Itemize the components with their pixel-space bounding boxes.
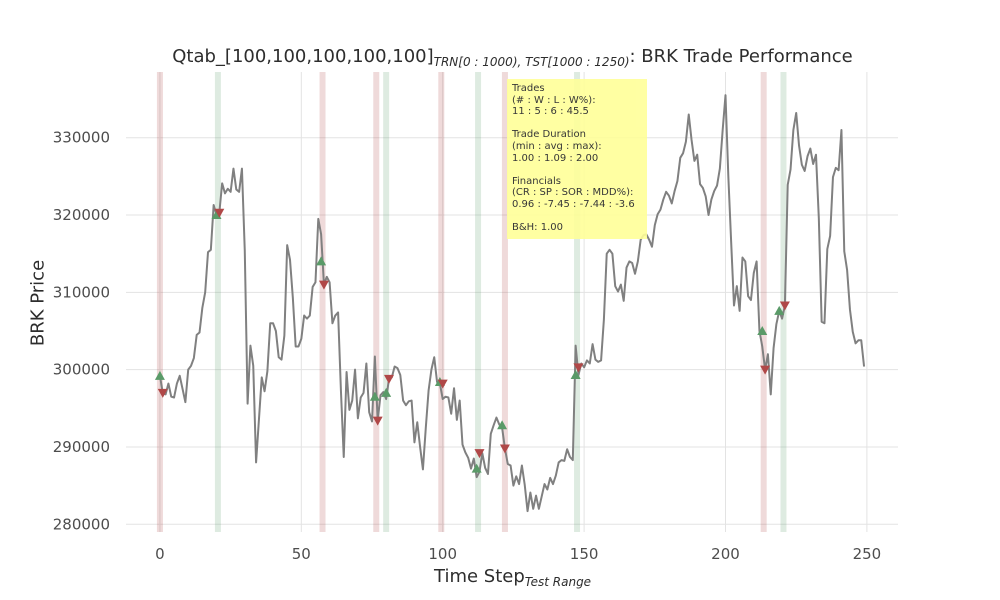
buy-band [383, 72, 390, 532]
buy-marker [757, 325, 768, 335]
x-tick-label: 250 [853, 545, 882, 563]
sell-marker [318, 280, 329, 290]
sell-marker [474, 449, 485, 459]
title-suffix: : BRK Trade Performance [629, 46, 853, 67]
buy-band [214, 72, 221, 532]
x-axis-label-sub: Test Range [524, 575, 592, 589]
sell-band [319, 72, 326, 532]
x-axis-label-main: Time Step [434, 566, 525, 587]
x-tick-label: 150 [570, 545, 599, 563]
sell-marker [437, 379, 448, 389]
price-line [158, 94, 866, 513]
series-line [158, 94, 866, 513]
buy-marker [154, 370, 165, 380]
sell-marker [779, 301, 790, 311]
sell-marker [760, 365, 771, 375]
sell-band [373, 72, 380, 532]
x-tick-label: 100 [428, 545, 457, 563]
info-line: B&H: 1.00 [512, 222, 563, 234]
sell-marker [214, 208, 225, 218]
buy-marker [381, 387, 392, 397]
y-tick-label: 310000 [53, 283, 110, 301]
y-tick-label: 330000 [53, 129, 110, 147]
x-tick-label: 200 [711, 545, 740, 563]
title-subscript: TRN[0 : 1000), TST[1000 : 1250) [433, 55, 630, 69]
sell-band [760, 72, 767, 532]
y-tick-label: 280000 [53, 515, 110, 533]
buy-marker [369, 391, 380, 401]
trade-markers [154, 208, 790, 473]
axis-ticks: 0 50 100 150 200 250 280000 290000 300000 310000 3… [53, 129, 881, 563]
sell-marker [573, 363, 584, 373]
info-line [512, 211, 642, 223]
y-axis-label: BRK Price [27, 259, 49, 347]
trade-summary-box: Trades (# : W : L : W%): 11 : 5 : 6 : 45.5… [507, 79, 647, 239]
buy-band [574, 72, 581, 532]
sell-marker [372, 416, 383, 426]
y-tick-label: 320000 [53, 206, 110, 224]
sell-band [156, 72, 163, 532]
info-line: Trade Duration [512, 129, 586, 141]
y-tick-label: 290000 [53, 438, 110, 456]
x-axis-label: Time StepTest Range [434, 566, 591, 589]
sell-marker [383, 374, 394, 384]
sell-marker [499, 444, 510, 454]
info-line: 1.00 : 1.09 : 2.00 [512, 152, 599, 164]
info-line: 11 : 5 : 6 : 45.5 [512, 106, 589, 118]
sell-band [438, 72, 445, 532]
info-line: (CR : SP : SOR : MDD%): [512, 187, 634, 199]
buy-marker [497, 420, 508, 430]
chart-title: Qtab_[100,100,100,100,100]TRN[0 : 1000),… [0, 46, 1000, 69]
x-tick-label: 0 [155, 545, 165, 563]
info-line [512, 164, 642, 176]
grid-lines [126, 72, 898, 532]
info-line [512, 118, 642, 130]
info-line: Trades [512, 83, 545, 94]
buy-marker [774, 305, 785, 315]
buy-band [475, 72, 482, 532]
buy-marker [471, 463, 482, 473]
x-tick-label: 50 [292, 545, 311, 563]
info-line: Financials [512, 175, 561, 187]
buy-marker [316, 256, 327, 266]
y-tick-label: 300000 [53, 361, 110, 379]
title-prefix: Qtab_[100,100,100,100,100] [172, 46, 434, 67]
info-line: (min : avg : max): [512, 140, 602, 152]
sell-band [501, 72, 508, 532]
info-line: (# : W : L : W%): [512, 94, 596, 106]
buy-marker [570, 370, 581, 380]
sell-marker [157, 388, 168, 398]
info-line: 0.96 : -7.45 : -7.44 : -3.6 [512, 198, 635, 210]
